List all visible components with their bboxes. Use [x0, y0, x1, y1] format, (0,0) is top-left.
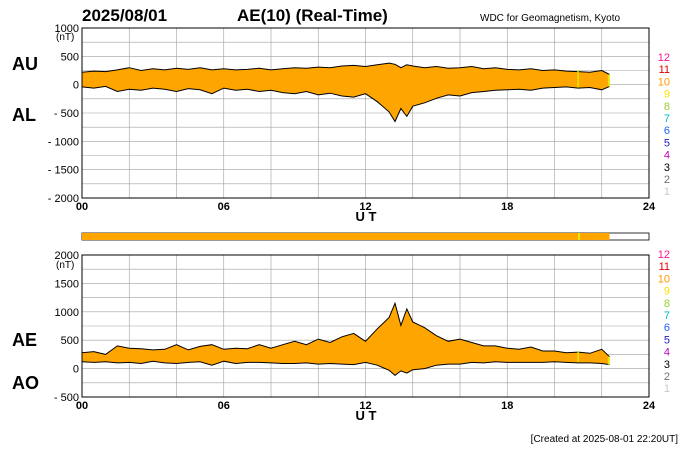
y-tick-label: 1000: [55, 307, 79, 319]
station-scale-label: 12: [658, 52, 670, 64]
station-scale-label: 7: [664, 113, 670, 125]
panel-au-al-y-ticks: 1000 500 0 - 500 - 1000 - 1500 - 2000: [48, 23, 79, 205]
coverage-bar: [81, 232, 650, 241]
panel-ae-ao-x-ticks: 00 06 12 18 24: [76, 400, 656, 412]
station-scale-label: 3: [664, 359, 670, 371]
series-line-au: [81, 62, 610, 75]
station-scale-label: 9: [664, 89, 670, 101]
station-scale-label: 2: [664, 371, 670, 383]
x-tick-label: 24: [643, 400, 656, 412]
x-tick-label: 12: [359, 201, 371, 213]
y-tick-label: - 1000: [48, 136, 79, 148]
x-tick-label: 06: [218, 201, 230, 213]
header-title: AE(10) (Real-Time): [237, 6, 388, 25]
station-scale-label: 3: [664, 162, 670, 174]
panel-ae-ao-y-unit: (nT): [56, 260, 74, 271]
station-scale-label: 11: [659, 261, 670, 273]
station-scale-label: 9: [664, 286, 670, 298]
panel-ae-ao-grid: [82, 255, 649, 397]
station-scale-label: 6: [664, 322, 670, 334]
station-scale-label: 5: [664, 334, 670, 346]
y-tick-label: 500: [61, 335, 79, 347]
station-scale-label: 10: [658, 76, 670, 88]
y-tick-label: 1500: [55, 278, 79, 290]
station-scale-label: 5: [664, 137, 670, 149]
station-scale-label: 4: [664, 150, 670, 162]
y-tick-label: - 500: [54, 392, 79, 404]
station-scale-label: 8: [664, 298, 670, 310]
station-scale-label: 6: [664, 125, 670, 137]
x-tick-label: 24: [643, 201, 656, 213]
y-tick-label: 2000: [55, 250, 79, 262]
station-scale-label: 10: [658, 273, 670, 285]
panel-ae-ao-frame: [81, 254, 650, 398]
band-fill-au-al: [82, 63, 610, 122]
x-tick-label: 00: [76, 400, 88, 412]
station-scale-label: 7: [664, 310, 670, 322]
station-scale-label: 2: [664, 174, 670, 186]
label-al: AL: [12, 105, 36, 125]
panel-au-al-area: [81, 62, 610, 123]
panel-au-al-x-ticks: 00 06 12 18 24: [76, 201, 656, 213]
created-timestamp: [Created at 2025-08-01 22:20UT]: [531, 434, 679, 445]
header-source: WDC for Geomagnetism, Kyoto: [480, 13, 620, 24]
band-fill-ae-ao: [82, 303, 610, 376]
y-tick-label: 500: [61, 51, 79, 63]
label-au: AU: [12, 54, 38, 74]
y-tick-label: 0: [73, 80, 79, 92]
x-tick-label: 00: [76, 201, 88, 213]
station-scale-label: 12: [658, 249, 670, 261]
station-scale-label: 11: [659, 64, 670, 76]
panel-au-al-x-label: U T: [356, 209, 377, 224]
x-tick-label: 12: [359, 400, 371, 412]
y-tick-label: 0: [73, 364, 79, 376]
series-line-al: [81, 85, 610, 123]
series-line-ao: [81, 360, 610, 377]
y-tick-label: - 1500: [48, 165, 79, 177]
panel-au-al-frame: [81, 27, 650, 199]
station-scale-label: 1: [664, 186, 670, 198]
panel-ae-ao-x-label: U T: [356, 408, 377, 423]
station-scale-label: 8: [664, 101, 670, 113]
panel-ae-ao-y-ticks: 2000 1500 1000 500 0 - 500: [54, 250, 79, 404]
y-tick-label: - 500: [54, 108, 79, 120]
x-tick-label: 06: [218, 400, 230, 412]
y-tick-label: - 2000: [48, 193, 79, 205]
header-date: 2025/08/01: [82, 6, 167, 25]
station-scale-label: 4: [664, 347, 670, 359]
label-ao: AO: [12, 373, 39, 393]
panel-ae-ao-area: [81, 301, 610, 377]
y-tick-label: 1000: [55, 23, 79, 35]
x-tick-label: 18: [501, 400, 513, 412]
panel-au-al-grid: [82, 28, 649, 198]
coverage-bar-marker: [578, 233, 581, 240]
label-ae: AE: [12, 330, 37, 350]
station-scale-label: 1: [664, 383, 670, 395]
coverage-bar-fill: [82, 233, 610, 240]
series-line-ae: [81, 301, 610, 358]
panel-au-al-y-unit: (nT): [56, 32, 74, 43]
x-tick-label: 18: [501, 201, 513, 213]
